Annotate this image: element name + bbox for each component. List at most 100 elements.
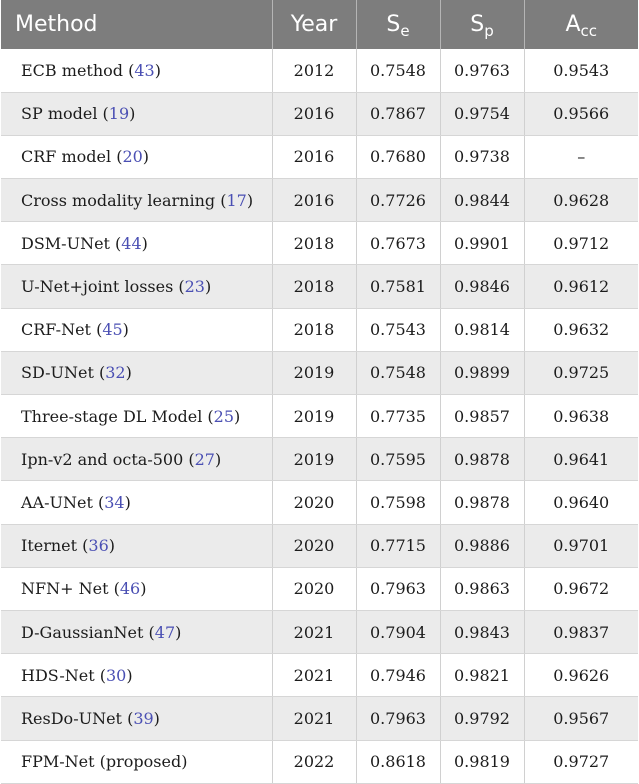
- cell-sp: 0.9821: [440, 653, 525, 698]
- method-name: HDS-Net: [21, 665, 95, 685]
- table-row: NFN+ Net (46) 2020 0.7963 0.9863 0.9672: [1, 567, 638, 611]
- method-name: ResDo-UNet: [21, 708, 122, 728]
- method-name: ECB method: [21, 60, 124, 80]
- cell-year: 2020: [272, 567, 357, 611]
- cell-year: 2019: [272, 351, 357, 396]
- cell-acc: 0.9566: [524, 92, 638, 136]
- cell-se: 0.7735: [356, 394, 441, 439]
- cell-method: Cross modality learning (17): [1, 178, 273, 223]
- cell-se: 0.7595: [356, 437, 441, 482]
- table-row: FPM-Net (proposed) 2022 0.8618 0.9819 0.9727: [1, 740, 638, 784]
- cell-method: CRF model (20): [1, 135, 273, 180]
- cell-se: 0.7548: [356, 351, 441, 396]
- method-name: AA-UNet: [21, 492, 93, 512]
- cell-sp: 0.9792: [440, 696, 525, 741]
- cell-acc: 0.9543: [524, 49, 638, 93]
- cell-method: U-Net+joint losses (23): [1, 264, 273, 309]
- reference-link[interactable]: 27: [194, 449, 215, 469]
- table-row: DSM-UNet (44) 2018 0.7673 0.9901 0.9712: [1, 221, 638, 266]
- header-sp: Sp: [440, 0, 525, 49]
- cell-se: 0.7581: [356, 264, 441, 309]
- table-row: SD-UNet (32) 2019 0.7548 0.9899 0.9725: [1, 351, 638, 396]
- method-name: U-Net+joint losses: [21, 277, 174, 297]
- method-name: Iternet: [21, 536, 78, 556]
- method-name: DSM-UNet: [21, 233, 110, 253]
- cell-sp: 0.9878: [440, 480, 525, 525]
- method-name: CRF-Net: [21, 320, 91, 340]
- cell-sp: 0.9863: [440, 567, 525, 611]
- table-row: CRF model (20) 2016 0.7680 0.9738–: [1, 135, 638, 180]
- header-se: Se: [356, 0, 441, 49]
- table-row: SP model (19) 2016 0.7867 0.9754 0.9566: [1, 92, 638, 136]
- reference-link[interactable]: 39: [133, 708, 154, 728]
- cell-year: 2020: [272, 480, 357, 525]
- reference-link[interactable]: 44: [121, 233, 142, 253]
- reference-link[interactable]: 20: [122, 147, 143, 167]
- cell-year: 2018: [272, 221, 357, 266]
- cell-acc: 0.9612: [524, 264, 638, 309]
- reference-link[interactable]: 19: [108, 104, 130, 124]
- reference-link[interactable]: 25: [213, 406, 235, 426]
- cell-year: 2021: [272, 696, 357, 741]
- cell-acc: 0.9632: [524, 308, 638, 352]
- table-row: Ipn-v2 and octa-500 (27) 2019 0.7595 0.9878…: [1, 437, 638, 482]
- cell-sp: 0.9843: [440, 610, 525, 655]
- cell-year: 2020: [272, 524, 357, 568]
- header-se-main: S: [386, 12, 401, 37]
- cell-sp: 0.9754: [440, 92, 525, 136]
- reference-link[interactable]: 47: [154, 622, 176, 642]
- cell-method: FPM-Net (proposed): [1, 740, 273, 784]
- cell-year: 2019: [272, 437, 357, 482]
- cell-year: 2016: [272, 135, 357, 180]
- cell-se: 0.7543: [356, 308, 441, 352]
- cell-sp: 0.9901: [440, 221, 525, 266]
- reference-link[interactable]: 45: [102, 320, 123, 340]
- cell-acc: 0.9567: [524, 696, 638, 741]
- cell-sp: 0.9814: [440, 308, 525, 352]
- cell-year: 2019: [272, 394, 357, 439]
- cell-method: Iternet (36): [1, 524, 273, 568]
- cell-se: 0.8618: [356, 740, 441, 784]
- reference-link[interactable]: 46: [119, 579, 141, 599]
- cell-year: 2018: [272, 264, 357, 309]
- cell-acc: 0.9837: [524, 610, 638, 655]
- reference-link[interactable]: 34: [104, 492, 125, 512]
- method-name: Three-stage DL Model: [21, 406, 203, 426]
- cell-sp: 0.9878: [440, 437, 525, 482]
- cell-se: 0.7548: [356, 49, 441, 93]
- reference-link[interactable]: 36: [88, 536, 109, 556]
- reference-link[interactable]: 43: [134, 60, 155, 80]
- method-name: NFN+ Net: [21, 579, 109, 599]
- reference-link[interactable]: 32: [105, 363, 126, 383]
- cell-method: Three-stage DL Model (25): [1, 394, 273, 439]
- cell-sp: 0.9738: [440, 135, 525, 180]
- reference-link[interactable]: 23: [184, 277, 205, 297]
- header-se-sub: e: [400, 22, 410, 40]
- cell-se: 0.7715: [356, 524, 441, 568]
- cell-acc: 0.9672: [524, 567, 638, 611]
- cell-acc: 0.9641: [524, 437, 638, 482]
- cell-sp: 0.9899: [440, 351, 525, 396]
- cell-method: NFN+ Net (46): [1, 567, 273, 611]
- reference-link[interactable]: 30: [105, 665, 127, 685]
- table-row: ECB method (43) 2012 0.7548 0.9763 0.9543: [1, 49, 638, 93]
- method-name: CRF model: [21, 147, 112, 167]
- cell-acc: –: [524, 135, 638, 180]
- table-row: ResDo-UNet (39) 2021 0.7963 0.9792 0.9567: [1, 696, 638, 741]
- cell-year: 2016: [272, 92, 357, 136]
- cell-se: 0.7726: [356, 178, 441, 223]
- cell-sp: 0.9846: [440, 264, 525, 309]
- cell-year: 2012: [272, 49, 357, 93]
- reference-link[interactable]: 17: [226, 190, 247, 210]
- table-header: Method Year Se Sp Acc: [1, 0, 638, 49]
- cell-year: 2021: [272, 653, 357, 698]
- cell-se: 0.7963: [356, 567, 441, 611]
- header-year: Year: [272, 0, 357, 49]
- table-row: U-Net+joint losses (23) 2018 0.7581 0.9846 0…: [1, 264, 638, 309]
- cell-acc: 0.9727: [524, 740, 638, 784]
- header-acc-main: A: [565, 12, 581, 37]
- cell-acc: 0.9640: [524, 480, 638, 525]
- method-name: Ipn-v2 and octa-500: [21, 449, 184, 469]
- cell-acc: 0.9638: [524, 394, 638, 439]
- method-name: D-GaussianNet: [21, 622, 144, 642]
